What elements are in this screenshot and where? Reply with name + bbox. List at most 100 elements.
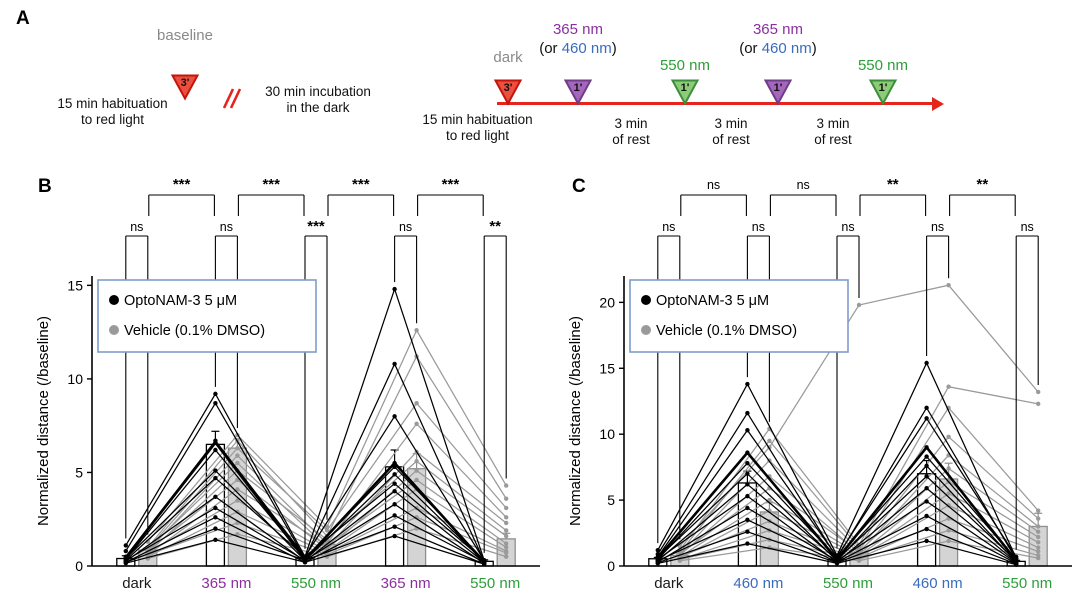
data-point [1036,529,1041,534]
panel-b-label: B [38,176,52,197]
data-point [504,554,509,559]
data-point [924,486,929,491]
data-point [302,554,308,559]
data-point [392,524,397,529]
y-tick-label: 0 [75,558,83,574]
legend-box [629,279,849,353]
data-point [1036,545,1041,550]
stim-marker-2-icon: 1' [670,79,700,106]
data-point [745,493,750,499]
y-axis-title: Normalized distance (/baseline) [567,316,584,526]
data-point [1036,508,1041,513]
data-point [745,505,750,511]
x-category-label: dark [122,575,152,592]
svg-text:1': 1' [879,82,888,94]
data-point [745,381,750,387]
data-point [745,517,750,523]
data-point [946,384,951,389]
x-category-label: 550 nm [823,575,873,592]
stim-marker-3-icon: 1' [763,79,793,106]
data-point [924,526,929,532]
data-point [504,520,509,526]
x-category-label: 460 nm [913,575,963,592]
data-point [745,450,750,455]
data-point [213,494,218,499]
significance-label: ** [977,176,989,193]
data-point [213,440,218,445]
legend-dot [109,295,119,305]
x-category-label: dark [654,575,684,592]
data-point [504,515,509,520]
data-point [414,477,419,483]
timeline-arrow [497,96,944,111]
significance-label: ** [489,218,501,235]
data-point [946,466,951,471]
data-point [392,460,397,466]
data-point [924,445,929,450]
data-point [392,472,397,477]
y-axis-title: Normalized distance (/baseline) [35,316,52,526]
y-tick-label: 20 [599,294,615,310]
data-point [504,533,509,539]
data-point [1036,549,1041,554]
data-point [856,302,862,308]
data-point [392,488,397,494]
x-category-label: 365 nm [381,575,431,592]
data-point [504,550,509,556]
data-point [655,561,660,566]
data-point [392,533,397,539]
y-tick-label: 5 [607,492,615,508]
significance-label: ns [399,220,412,234]
data-point [235,460,240,466]
baseline-marker-icon: 3' [170,74,200,101]
data-point [235,531,240,537]
data-point [924,538,929,544]
significance-label: ** [887,176,899,193]
data-point [504,545,509,550]
significance-label: *** [352,176,370,193]
legend-label: Vehicle (0.1% DMSO) [656,323,797,339]
data-point [504,541,509,546]
x-category-label: 550 nm [291,575,341,592]
data-point [745,460,750,466]
y-tick-label: 15 [599,360,615,376]
data-point [1036,389,1041,395]
data-point [123,560,128,566]
data-point [235,487,240,492]
data-point [235,498,240,503]
data-point [123,548,128,554]
data-point [504,483,509,488]
data-point [745,428,750,433]
significance-label: ns [130,220,143,234]
significance-label: ns [220,220,233,234]
data-point [924,416,929,421]
stim-label-4: 550 nm [857,57,909,74]
x-category-label: 550 nm [1002,575,1052,592]
data-point [213,537,218,543]
data-point [213,391,218,397]
data-point [1036,540,1041,545]
data-point [414,459,419,464]
svg-text:1': 1' [574,82,583,94]
data-point [213,475,218,481]
data-point [745,529,750,534]
data-point [745,541,750,546]
data-point [1036,534,1041,540]
stim-marker-1-icon: 1' [563,79,593,106]
habituation-note-left: 15 min habituation to red light [57,96,168,127]
significance-label: ns [797,178,810,192]
data-point [235,445,240,451]
data-point [213,515,218,520]
data-point [924,360,929,366]
chart-panel-b: 0 5 10 15 dark 365 nm 550 nm 365 nm 550 nm Normal… [35,176,540,592]
data-point [392,286,397,292]
data-point [834,561,840,566]
timeline-arrowhead-icon [932,96,944,111]
data-point [414,421,419,427]
dark-marker-duration: 3' [504,82,513,94]
data-point [677,558,682,563]
baseline-label: baseline [157,27,213,44]
data-point [392,513,397,518]
data-point [924,499,929,504]
data-point [213,468,218,473]
